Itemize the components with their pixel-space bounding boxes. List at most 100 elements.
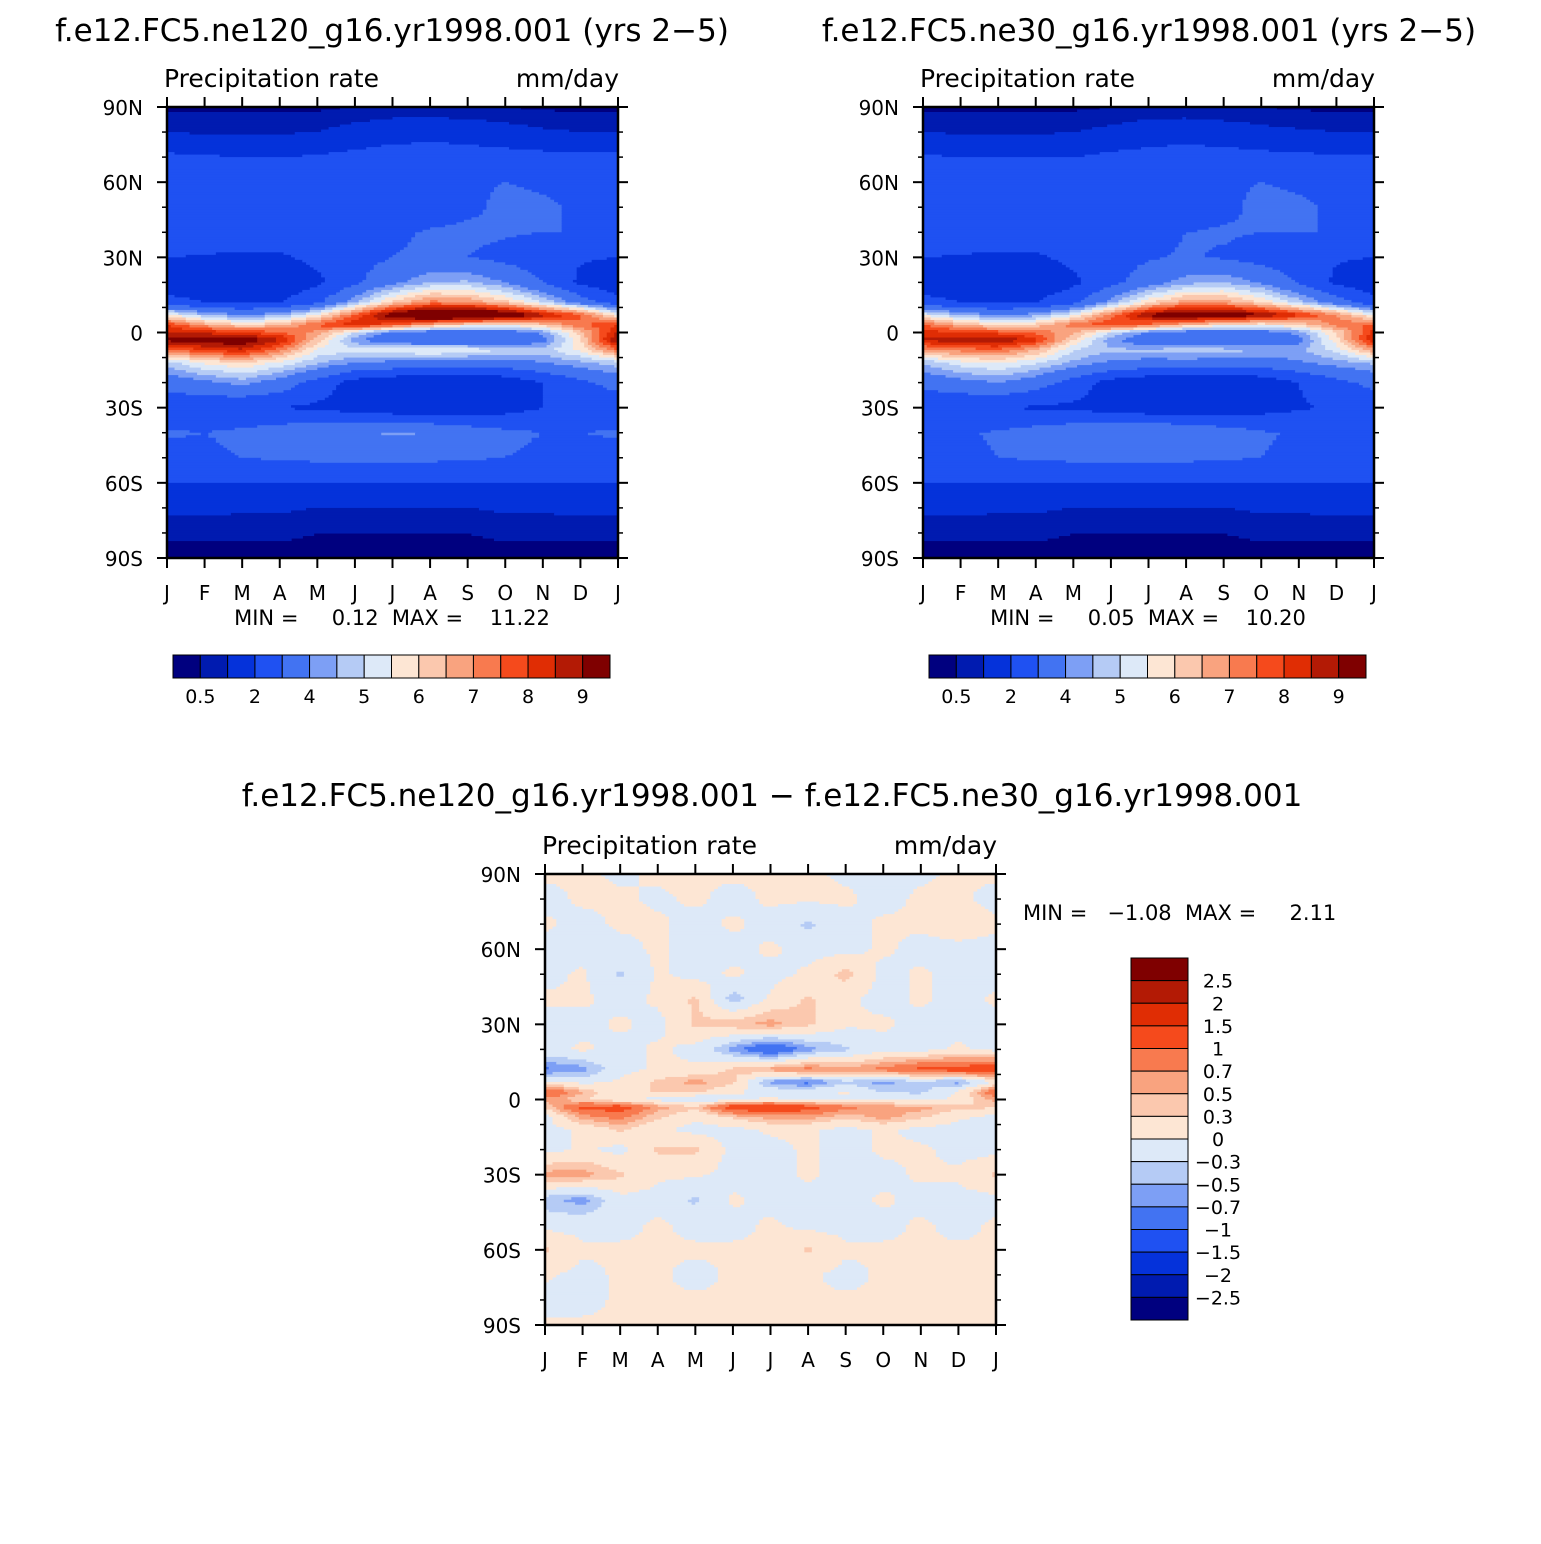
colorbar-label: 0.5: [185, 686, 215, 708]
colorbar-label: −2.5: [1195, 1287, 1241, 1309]
y-tick-label: 0: [508, 1089, 521, 1113]
units-label: mm/day: [516, 64, 619, 93]
x-tick-label: J: [918, 581, 926, 605]
y-tick-label: 60S: [105, 472, 143, 496]
colorbar-swatch: [445, 654, 474, 679]
colorbar-swatch: [1130, 1115, 1189, 1140]
y-tick-label: 30N: [103, 246, 143, 270]
colorbar-label: 1: [1212, 1039, 1224, 1061]
x-tick-label: N: [1291, 581, 1306, 605]
colorbar: 2.521.510.70.50.30−0.3−0.5−0.7−1−1.5−2−2…: [1130, 957, 1241, 1321]
colorbar-swatch: [983, 654, 1012, 679]
colorbar: 0.5 2 4 5 6 7 8 9: [928, 654, 1367, 708]
y-tick-label: 90N: [103, 96, 143, 120]
units-label: mm/day: [1272, 64, 1375, 93]
y-tick-label: 30N: [481, 1013, 521, 1037]
x-tick-label: A: [1179, 581, 1193, 605]
x-tick-label: J: [1144, 581, 1152, 605]
x-tick-label: J: [350, 581, 358, 605]
colorbar-label: 0.3: [1203, 1106, 1233, 1128]
colorbar-label: 8: [1278, 686, 1290, 708]
colorbar-swatch: [1283, 654, 1312, 679]
colorbar-swatch: [554, 654, 584, 679]
min-max-stats: MIN = 0.12 MAX = 11.22: [234, 606, 550, 630]
panel-ne120: f.e12.FC5.ne120_g16.yr1998.001 (yrs 2−5)…: [55, 13, 729, 708]
colorbar-swatch: [254, 654, 283, 679]
x-tick-label: J: [540, 1348, 548, 1372]
x-tick-label: M: [234, 581, 251, 605]
colorbar-swatch: [472, 654, 502, 679]
colorbar-swatch: [227, 654, 256, 679]
colorbar-swatch: [418, 654, 447, 679]
colorbar-label: 7: [1223, 686, 1235, 708]
y-tick-label: 30N: [859, 246, 899, 270]
panel-title: f.e12.FC5.ne120_g16.yr1998.001 − f.e12.F…: [242, 778, 1303, 814]
colorbar-label: −0.7: [1195, 1197, 1241, 1219]
panel-ne30: f.e12.FC5.ne30_g16.yr1998.001 (yrs 2−5) …: [822, 13, 1476, 708]
min-max-stats: MIN = 0.05 MAX = 10.20: [990, 606, 1306, 630]
colorbar-swatch: [1130, 1138, 1189, 1163]
y-tick-label: 90N: [859, 96, 899, 120]
x-tick-label: M: [612, 1348, 629, 1372]
colorbar-swatch: [1130, 1093, 1189, 1117]
x-tick-label: M: [1065, 581, 1082, 605]
colorbar-swatch: [1130, 957, 1189, 982]
colorbar-label: 2: [1212, 993, 1224, 1015]
colorbar-swatch: [1065, 654, 1094, 679]
panel-difference: f.e12.FC5.ne120_g16.yr1998.001 − f.e12.F…: [242, 778, 1337, 1372]
panel-title: f.e12.FC5.ne120_g16.yr1998.001 (yrs 2−5): [55, 13, 729, 49]
colorbar-label: 6: [413, 686, 425, 708]
x-tick-label: A: [651, 1348, 665, 1372]
y-tick-label: 30S: [483, 1164, 521, 1188]
variable-label: Precipitation rate: [542, 831, 757, 860]
colorbar-label: 5: [358, 686, 370, 708]
colorbar-swatch: [1130, 1025, 1189, 1049]
colorbar-swatch: [281, 654, 311, 679]
x-tick-label: D: [573, 581, 588, 605]
y-tick-label: 90S: [483, 1314, 521, 1338]
x-tick-label: D: [951, 1348, 966, 1372]
x-tick-label: J: [728, 1348, 736, 1372]
colorbar-swatch: [1130, 1296, 1189, 1321]
x-tick-label: F: [955, 581, 967, 605]
colorbar-swatch: [1338, 654, 1367, 679]
y-tick-label: 90S: [861, 547, 899, 571]
colorbar-label: 6: [1169, 686, 1181, 708]
x-tick-label: S: [1217, 581, 1230, 605]
colorbar-swatch: [309, 654, 338, 679]
y-tick-label: 60N: [859, 171, 899, 195]
colorbar-swatch: [1256, 654, 1285, 679]
colorbar-swatch: [1130, 1070, 1189, 1095]
units-label: mm/day: [894, 831, 997, 860]
x-tick-label: O: [497, 581, 513, 605]
x-tick-label: F: [577, 1348, 589, 1372]
colorbar: 0.5 2 4 5 6 7 8 9: [172, 654, 611, 708]
colorbar-swatch: [336, 654, 365, 679]
colorbar-label: 2.5: [1203, 971, 1233, 993]
colorbar-label: 8: [522, 686, 534, 708]
x-tick-label: O: [1253, 581, 1269, 605]
min-max-stats: MIN = −1.08 MAX = 2.11: [1023, 901, 1336, 925]
x-tick-label: D: [1329, 581, 1344, 605]
x-tick-label: N: [535, 581, 550, 605]
colorbar-swatch: [1130, 1002, 1189, 1027]
y-tick-label: 30S: [861, 397, 899, 421]
colorbar-label: −2: [1204, 1265, 1232, 1287]
x-tick-label: J: [766, 1348, 774, 1372]
colorbar-swatch: [1130, 980, 1189, 1004]
y-tick-label: 90N: [481, 863, 521, 887]
colorbar-swatch: [1147, 654, 1176, 679]
x-tick-label: J: [388, 581, 396, 605]
colorbar-label: −0.3: [1195, 1152, 1241, 1174]
colorbar-swatch: [363, 654, 392, 679]
colorbar-swatch: [1174, 654, 1203, 679]
colorbar-swatch: [582, 654, 611, 679]
y-tick-label: 60S: [483, 1239, 521, 1263]
colorbar-swatch: [527, 654, 556, 679]
colorbar-swatch: [1130, 1048, 1189, 1072]
colorbar-swatch: [1130, 1251, 1189, 1276]
colorbar-label: 4: [1060, 686, 1072, 708]
